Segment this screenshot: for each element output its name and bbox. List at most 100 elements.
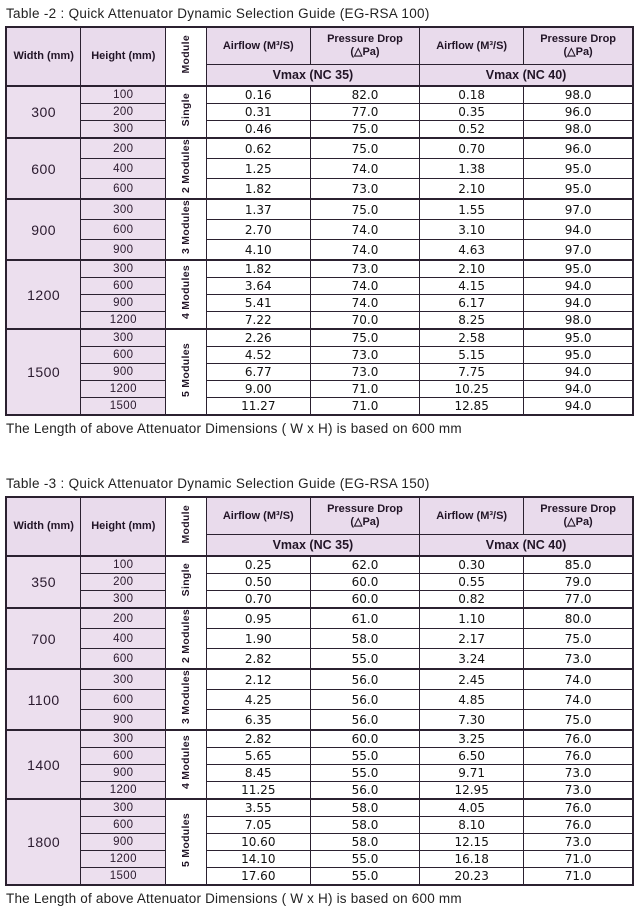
table-row: 600 4.52 73.0 5.15 95.0 <box>6 346 634 365</box>
width-cell: 350 <box>5 555 82 609</box>
height-cell: 600 <box>80 277 167 296</box>
module-cell: 4 Modules <box>165 729 207 800</box>
height-cell: 600 <box>80 689 167 711</box>
table-row: 900 10.60 58.0 12.15 73.0 <box>6 833 634 852</box>
airflow-nc35-cell: 7.05 <box>205 816 311 835</box>
height-cell: 900 <box>80 764 167 783</box>
airflow-nc40-cell: 6.17 <box>419 294 525 313</box>
module-label: 4 Modules <box>179 265 192 320</box>
airflow-nc40-cell: 7.75 <box>419 363 525 382</box>
module-label: 3 Modules <box>179 200 192 255</box>
height-cell: 200 <box>80 573 167 592</box>
height-cell: 900 <box>80 294 167 313</box>
table-3-footnote: The Length of above Attenuator Dimension… <box>6 891 462 906</box>
height-cell: 900 <box>80 833 167 852</box>
width-cell: 1500 <box>5 328 82 416</box>
header-row-vmax: Vmax (NC 35) Vmax (NC 40) <box>6 64 634 87</box>
height-cell: 600 <box>80 816 167 835</box>
height-cell: 300 <box>80 259 167 279</box>
pressure-nc35-cell: 77.0 <box>309 103 421 121</box>
height-cell: 200 <box>80 137 167 160</box>
height-cell: 600 <box>80 346 167 365</box>
width-cell: 300 <box>5 85 82 139</box>
pressure-nc40-cell: 76.0 <box>523 729 634 749</box>
pressure-nc35-cell: 58.0 <box>309 798 421 818</box>
pressure-nc35-cell: 55.0 <box>309 850 421 869</box>
module-cell: 3 Modules <box>165 198 207 261</box>
module-header-label: Module <box>179 35 192 74</box>
height-cell: 900 <box>80 363 167 382</box>
width-cell: 1400 <box>5 729 82 800</box>
height-cell: 900 <box>80 709 167 731</box>
pressure-nc40-cell: 95.0 <box>523 328 634 348</box>
table-row: 200 0.50 60.0 0.55 79.0 <box>6 573 634 592</box>
pressure-nc40-cell: 97.0 <box>523 239 634 261</box>
module-column-header: Module <box>165 26 207 87</box>
pressure-nc35-cell: 56.0 <box>309 668 421 691</box>
height-cell: 600 <box>80 747 167 766</box>
airflow-nc35-cell: 3.64 <box>205 277 311 296</box>
pressure-nc35-cell: 56.0 <box>309 781 421 800</box>
table-row: 300 0.46 75.0 0.52 98.0 <box>6 120 634 139</box>
airflow-nc35-header: Airflow (M³/S) <box>205 496 311 536</box>
airflow-nc40-cell: 2.10 <box>419 259 525 279</box>
table-row: 600 2.70 74.0 3.10 94.0 <box>6 219 634 241</box>
module-label: 3 Modules <box>179 670 192 725</box>
pressure-drop-nc35-header: Pressure Drop (△Pa) <box>309 496 421 536</box>
table-row: 400 1.25 74.0 1.38 95.0 <box>6 158 634 179</box>
airflow-nc40-cell: 2.58 <box>419 328 525 348</box>
airflow-nc35-cell: 1.25 <box>205 158 311 179</box>
pressure-nc35-cell: 75.0 <box>309 328 421 348</box>
table-row: 600 5.65 55.0 6.50 76.0 <box>6 747 634 766</box>
width-cell: 1100 <box>5 668 82 731</box>
module-label: 5 Modules <box>179 812 192 867</box>
height-cell: 200 <box>80 607 167 630</box>
module-label: 5 Modules <box>179 342 192 397</box>
width-cell: 1200 <box>5 259 82 330</box>
table-row: 400 1.90 58.0 2.17 75.0 <box>6 628 634 650</box>
airflow-nc35-cell: 2.82 <box>205 729 311 749</box>
airflow-nc35-cell: 11.27 <box>205 397 311 416</box>
airflow-nc40-cell: 1.38 <box>419 158 525 179</box>
pressure-nc40-cell: 76.0 <box>523 747 634 766</box>
height-cell: 100 <box>80 85 167 104</box>
airflow-nc40-cell: 2.10 <box>419 177 525 200</box>
table-row: 600 200 2 Modules 0.62 75.0 0.70 96.0 <box>5 136 634 200</box>
pressure-nc35-cell: 74.0 <box>309 294 421 313</box>
pressure-nc40-cell: 95.0 <box>523 346 634 365</box>
pressure-nc35-cell: 73.0 <box>309 363 421 382</box>
airflow-nc40-cell: 4.15 <box>419 277 525 296</box>
height-cell: 300 <box>80 668 167 691</box>
height-cell: 100 <box>80 555 167 575</box>
airflow-nc35-header: Airflow (M³/S) <box>205 26 311 65</box>
airflow-nc35-cell: 5.65 <box>205 747 311 766</box>
module-cell: 5 Modules <box>165 798 207 886</box>
airflow-nc35-cell: 0.31 <box>205 103 311 121</box>
airflow-nc35-cell: 5.41 <box>205 294 311 313</box>
vmax-nc40-header: Vmax (NC 40) <box>419 534 634 557</box>
airflow-nc40-cell: 0.35 <box>419 103 525 121</box>
pressure-nc40-cell: 94.0 <box>523 219 634 241</box>
pressure-nc35-cell: 55.0 <box>309 764 421 783</box>
pressure-nc40-cell: 75.0 <box>523 709 634 731</box>
table-3-section: Table -3 : Quick Attenuator Dynamic Sele… <box>0 470 641 906</box>
table-row: 1500 17.60 55.0 20.23 71.0 <box>6 867 634 886</box>
airflow-nc35-cell: 11.25 <box>205 781 311 800</box>
table-row: 900 5.41 74.0 6.17 94.0 <box>6 294 634 313</box>
airflow-nc35-cell: 4.10 <box>205 239 311 261</box>
pressure-nc35-cell: 58.0 <box>309 628 421 650</box>
pressure-nc35-cell: 73.0 <box>309 259 421 279</box>
airflow-nc40-cell: 1.55 <box>419 198 525 221</box>
module-label: Single <box>179 92 192 127</box>
airflow-nc35-cell: 7.22 <box>205 311 311 330</box>
airflow-nc40-cell: 0.18 <box>419 85 525 104</box>
table-3-title: Table -3 : Quick Attenuator Dynamic Sele… <box>6 476 430 492</box>
table-row: 1200 7.22 70.0 8.25 98.0 <box>6 311 634 330</box>
table-row: 200 0.31 77.0 0.35 96.0 <box>6 103 634 121</box>
module-cell: 5 Modules <box>165 328 207 416</box>
airflow-nc40-cell: 7.30 <box>419 709 525 731</box>
airflow-nc35-cell: 4.25 <box>205 689 311 711</box>
pressure-nc40-cell: 94.0 <box>523 397 634 416</box>
table-row: 600 2.82 55.0 3.24 73.0 <box>6 648 634 670</box>
pressure-nc35-cell: 73.0 <box>309 346 421 365</box>
